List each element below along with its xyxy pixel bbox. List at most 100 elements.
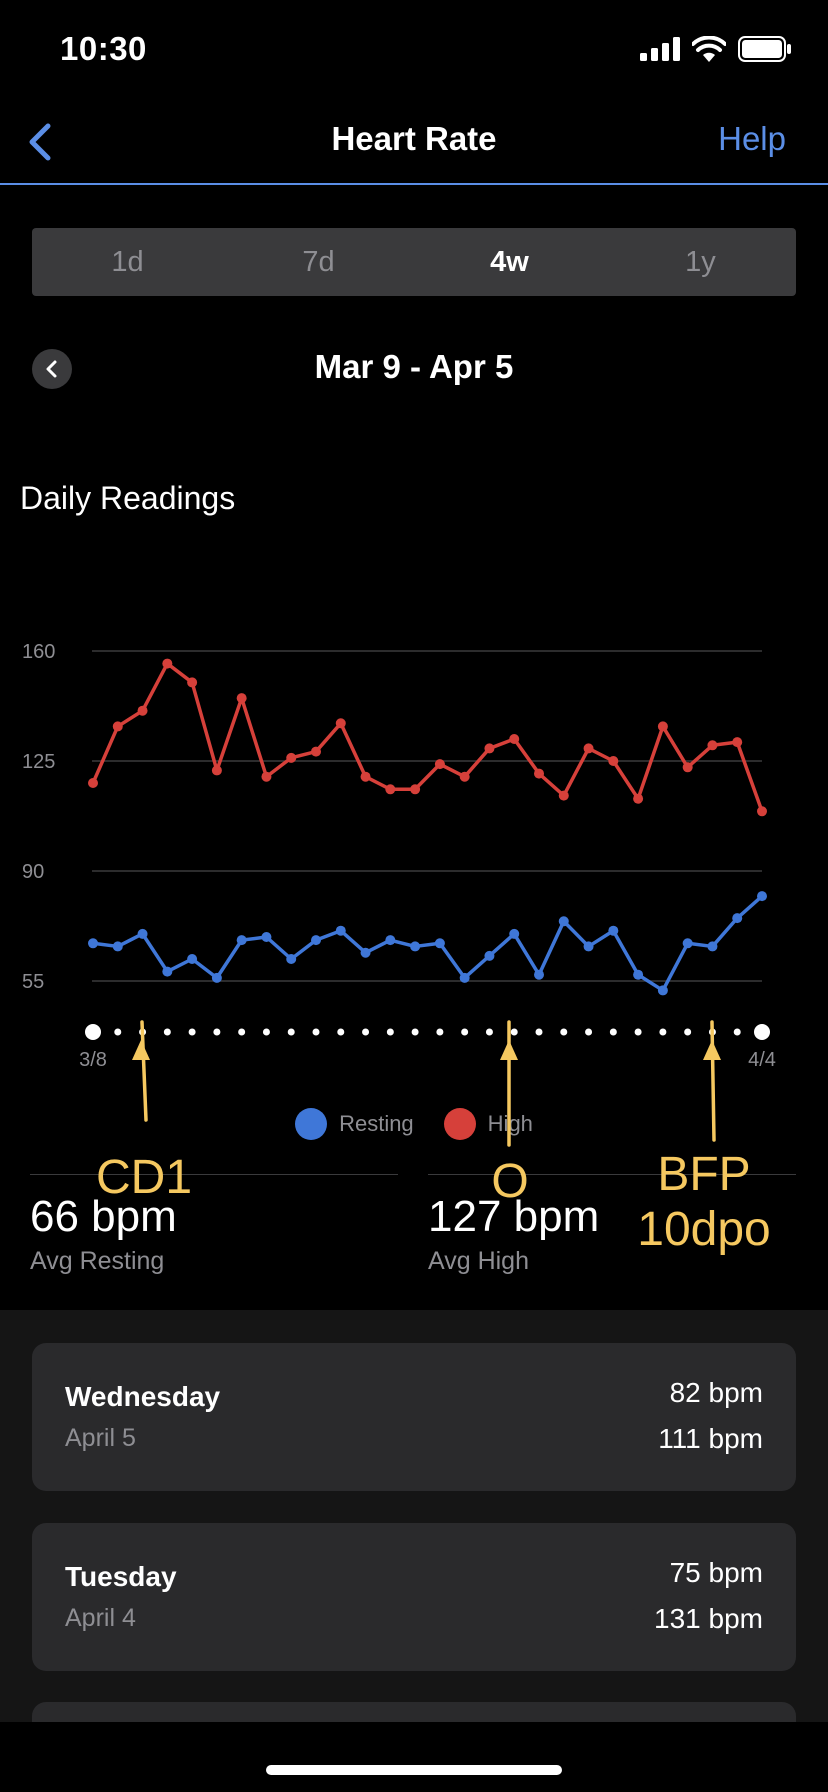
data-point-resting: [682, 938, 693, 949]
data-point-high: [311, 746, 321, 757]
data-point-resting: [534, 969, 544, 980]
back-button[interactable]: [22, 118, 62, 166]
x-axis-day-dot: [634, 1028, 642, 1036]
heart-rate-chart: 160 125 90 55 3/8 4/4: [22, 641, 776, 1071]
data-point-resting: [211, 972, 222, 983]
data-point-high: [682, 762, 693, 773]
x-axis-day-dot: [754, 1024, 770, 1040]
battery-icon: [738, 36, 791, 62]
data-point-high: [335, 718, 346, 729]
data-point-resting: [88, 938, 98, 949]
x-axis-day-dot: [287, 1028, 295, 1036]
x-axis-day-dot: [733, 1028, 741, 1036]
x-axis-day-dot: [213, 1028, 221, 1036]
status-icons: [640, 36, 792, 62]
x-axis-day-dot: [262, 1028, 270, 1036]
x-axis-day-dot: [114, 1028, 122, 1036]
x-axis-day-dot: [708, 1028, 716, 1036]
data-point-resting: [732, 913, 743, 924]
list-item-date: April 5: [65, 1424, 136, 1452]
data-point-resting: [137, 928, 148, 939]
legend-dot-resting: [295, 1108, 328, 1140]
x-tick-label-start: 3/8: [79, 1049, 107, 1071]
y-tick-label: 125: [22, 751, 55, 773]
x-axis-day-dot: [560, 1028, 568, 1036]
section-title: Daily Readings: [20, 480, 236, 516]
y-tick-label: 90: [22, 861, 44, 883]
x-axis-day-dot: [362, 1028, 370, 1036]
data-point-high: [112, 721, 123, 732]
data-point-high: [286, 752, 297, 763]
period-tabs: 1d 7d 4w 1y: [32, 228, 796, 296]
chart-legend: Resting High: [0, 1108, 828, 1140]
help-button[interactable]: Help: [718, 120, 786, 157]
avg-high-label: Avg High: [428, 1247, 529, 1275]
y-tick-label: 55: [22, 971, 44, 993]
tab-1d[interactable]: 1d: [111, 245, 144, 278]
avg-resting-value: 66 bpm: [30, 1192, 177, 1241]
data-point-high: [261, 771, 272, 782]
nav-divider: [0, 183, 828, 185]
data-point-high: [732, 737, 743, 748]
legend-item-high: High: [443, 1108, 533, 1140]
list-item[interactable]: Wednesday April 5 82 bpm 111 bpm: [32, 1343, 796, 1491]
avg-resting-label: Avg Resting: [30, 1247, 165, 1275]
data-point-resting: [608, 925, 619, 936]
data-point-high: [484, 743, 495, 754]
x-axis-day-dot: [461, 1028, 469, 1036]
list-item[interactable]: Tuesday April 4 75 bpm 131 bpm: [32, 1523, 796, 1671]
tab-7d[interactable]: 7d: [302, 245, 335, 278]
series-line-resting: [92, 894, 764, 993]
x-axis-day-dot: [163, 1028, 171, 1036]
data-point-resting: [583, 941, 594, 952]
data-point-high: [608, 756, 619, 766]
date-range: Mar 9 - Apr 5: [314, 348, 514, 385]
data-point-resting: [311, 935, 321, 946]
y-tick-label: 160: [22, 641, 55, 663]
stat-divider-resting: [30, 1174, 398, 1175]
data-point-high: [558, 790, 569, 801]
data-point-high: [757, 806, 767, 817]
data-point-high: [385, 784, 396, 795]
annotation-cd1: CD1: [95, 1151, 193, 1204]
x-axis-day-dot: [411, 1028, 419, 1036]
data-point-high: [657, 721, 668, 732]
data-point-resting: [410, 941, 421, 952]
previous-period-button[interactable]: [32, 349, 72, 389]
data-point-high: [534, 768, 544, 779]
home-indicator-area: [0, 1722, 828, 1792]
avg-high-value: 127 bpm: [428, 1192, 600, 1241]
series-line-high: [91, 661, 764, 812]
data-point-resting: [707, 941, 718, 952]
x-axis-day-dot: [485, 1028, 493, 1036]
legend-dot-high: [443, 1108, 476, 1140]
x-axis-day-dot: [139, 1028, 147, 1036]
data-point-high: [236, 693, 247, 704]
data-point-high: [410, 784, 421, 795]
list-item-date: April 4: [65, 1604, 136, 1632]
list-item-day: Wednesday: [65, 1381, 221, 1412]
data-point-resting: [385, 935, 396, 946]
x-axis-day-dot: [238, 1028, 246, 1036]
cellular-signal-icon: [640, 37, 680, 61]
wifi-icon: [692, 36, 726, 62]
chevron-left-icon: [46, 360, 57, 378]
x-axis-day-dot: [85, 1024, 101, 1040]
data-point-resting: [162, 966, 173, 977]
data-point-resting: [757, 891, 767, 902]
status-time: 10:30: [60, 30, 147, 67]
data-point-resting: [434, 938, 445, 949]
data-point-high: [88, 778, 98, 788]
x-axis-day-dot: [188, 1028, 196, 1036]
list-item-day: Tuesday: [65, 1561, 177, 1592]
chevron-left-icon: [29, 123, 51, 161]
tab-4w[interactable]: 4w: [490, 245, 529, 278]
x-axis-day-dot: [436, 1028, 444, 1036]
tab-1y[interactable]: 1y: [685, 245, 716, 278]
x-axis-day-dot: [386, 1028, 394, 1036]
legend-label-high: High: [487, 1111, 533, 1136]
home-indicator[interactable]: [266, 1765, 562, 1775]
annotation-o: O: [491, 1155, 529, 1208]
data-point-high: [434, 759, 445, 770]
data-point-resting: [484, 950, 495, 961]
